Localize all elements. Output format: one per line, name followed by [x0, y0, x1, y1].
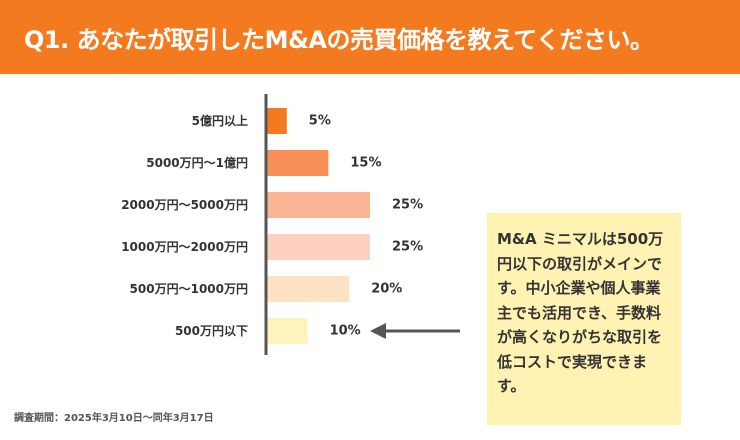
category-label: 1000万円〜2000万円 — [121, 240, 248, 254]
category-label: 500万円〜1000万円 — [130, 282, 248, 296]
page-title: Q1. あなたが取引したM&Aの売買価格を教えてください。 — [24, 25, 654, 54]
bar — [266, 276, 350, 302]
survey-period-footnote: 調査期間：2025年3月10日〜同年3月17日 — [14, 413, 214, 424]
callout-text: M&A ミニマルは500万円以下の取引がメインです。中小企業や個人事業主でも活用… — [497, 230, 664, 395]
header-banner: Q1. あなたが取引したM&Aの売買価格を教えてください。 — [0, 0, 740, 74]
value-label: 20% — [371, 282, 402, 297]
category-label: 2000万円〜5000万円 — [121, 198, 248, 212]
value-label: 25% — [392, 198, 423, 213]
value-label: 5% — [309, 114, 331, 129]
category-label: 5億円以上 — [192, 113, 248, 128]
category-label: 5000万円〜1億円 — [146, 155, 248, 170]
value-label: 10% — [330, 324, 361, 339]
category-label: 500万円以下 — [175, 324, 248, 338]
bar — [266, 318, 308, 344]
callout-arrow-icon — [370, 323, 460, 339]
bar — [266, 108, 287, 134]
value-label: 25% — [392, 240, 423, 255]
arrow-head — [370, 323, 386, 339]
value-label: 15% — [350, 156, 381, 171]
callout-box: M&A ミニマルは500万円以下の取引がメインです。中小企業や個人事業主でも活用… — [487, 213, 681, 425]
bar-chart: 5億円以上 5% 5000万円〜1億円 15% 2000万円〜5000万円 25% 1000… — [121, 94, 460, 355]
bar — [266, 234, 370, 260]
bars-layer: 5億円以上 5% 5000万円〜1億円 15% 2000万円〜5000万円 25% 1000… — [121, 108, 423, 344]
bar — [266, 192, 370, 218]
bar — [266, 150, 329, 176]
